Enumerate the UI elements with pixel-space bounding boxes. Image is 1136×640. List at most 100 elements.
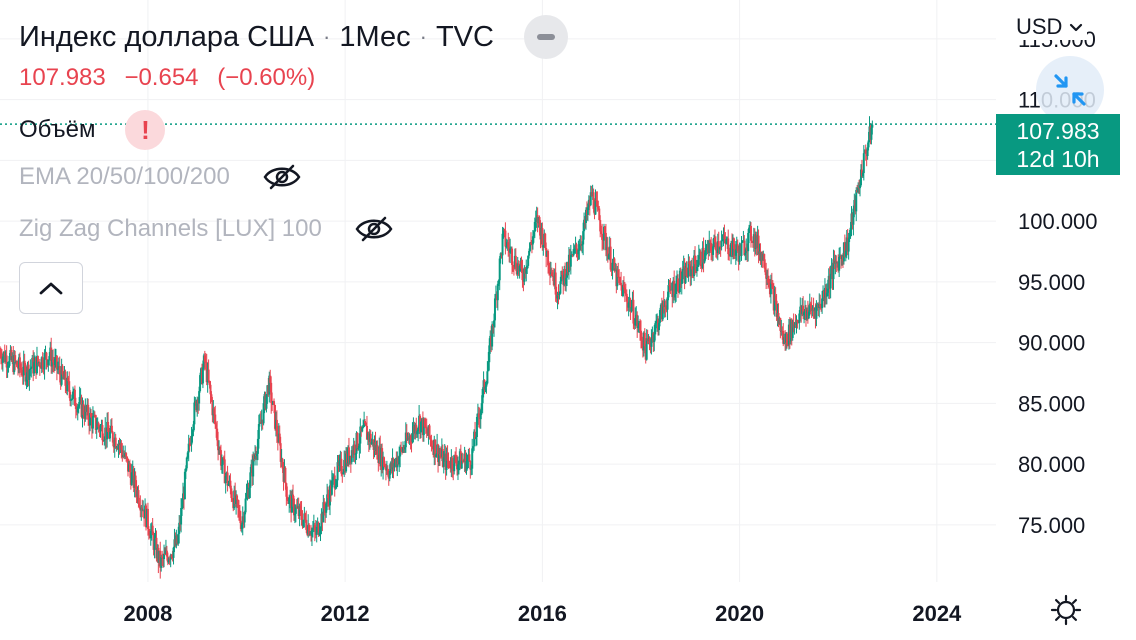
indicator-label: EMA 20/50/100/200 (19, 163, 230, 190)
candle-body (61, 365, 64, 375)
candle-body (163, 553, 166, 555)
warning-icon[interactable]: ! (125, 110, 166, 150)
candle-body (775, 300, 778, 317)
symbol-title[interactable]: Индекс доллара США (19, 20, 315, 53)
candle-body (95, 428, 98, 430)
candle-body (713, 237, 716, 243)
candle-body (714, 242, 717, 251)
candle-body (556, 294, 559, 299)
candle-body (121, 449, 124, 458)
candle-body (680, 279, 683, 285)
candle-body (240, 524, 243, 529)
candle-body (199, 375, 202, 392)
indicator-label: Zig Zag Channels [LUX] 100 (19, 215, 322, 242)
candles (0, 116, 874, 579)
candle-body (832, 259, 835, 280)
candle-body (518, 266, 521, 272)
interval-label[interactable]: 1Мес (339, 20, 411, 53)
eye-off-icon[interactable] (262, 163, 302, 191)
candle-body (857, 187, 860, 193)
candle-body (71, 398, 74, 400)
candle-body (411, 432, 414, 442)
candle-body (448, 460, 451, 467)
candle-body (554, 272, 557, 295)
candle-body (525, 268, 528, 274)
candle-body (693, 255, 696, 277)
candle-body (358, 443, 361, 448)
candle-body (278, 433, 281, 444)
candle-body (180, 508, 183, 525)
candle-body (231, 497, 234, 501)
candle-body (852, 208, 855, 225)
candle-body (252, 455, 255, 477)
candle-body (721, 239, 724, 241)
candle-body (48, 356, 51, 360)
candle-body (859, 169, 862, 186)
candle-body (8, 356, 11, 366)
candle-body (763, 254, 766, 268)
currency-selector[interactable]: USD (1016, 14, 1087, 40)
candle-body (691, 266, 694, 270)
candle-body (643, 332, 646, 347)
candle-body (640, 340, 643, 343)
candle-body (193, 402, 196, 425)
candle-body (749, 225, 752, 241)
indicator-zigzag[interactable]: Zig Zag Channels [LUX] 100 (19, 215, 394, 243)
candle-body (764, 267, 767, 273)
candle-body (153, 539, 156, 550)
candle-body (632, 299, 635, 324)
candle-body (469, 460, 472, 470)
candle-body (334, 485, 337, 489)
candle-body (268, 375, 271, 395)
candle-body (33, 361, 36, 374)
candle-body (867, 140, 870, 148)
candle-body (20, 369, 23, 376)
candle-body (29, 368, 32, 370)
candle-body (681, 268, 684, 280)
candle-body (637, 326, 640, 328)
candle-body (0, 352, 2, 359)
candle-body (313, 525, 316, 531)
legend-toggle-button[interactable] (19, 262, 83, 314)
candle-body (302, 519, 305, 527)
legend-collapse-button[interactable] (523, 15, 568, 59)
candle-body (399, 446, 402, 457)
candle-body (43, 352, 46, 370)
candle-body (99, 426, 102, 432)
candle-body (269, 375, 272, 383)
time-tick-label: 2024 (912, 601, 962, 626)
symbol-legend[interactable]: Индекс доллара США · 1Мес · TVC (19, 15, 568, 59)
gear-icon[interactable] (1050, 594, 1082, 626)
candle-body (572, 249, 575, 256)
candle-body (428, 425, 431, 438)
price-change: −0.654 (124, 64, 199, 91)
candle-body (521, 268, 524, 281)
candle-body (466, 458, 469, 462)
candle-body (677, 291, 680, 293)
candle-body (741, 240, 744, 243)
candle-body (97, 423, 100, 428)
candle-body (650, 339, 653, 347)
candle-body (208, 380, 211, 385)
indicator-ema[interactable]: EMA 20/50/100/200 (19, 163, 302, 191)
eye-off-icon[interactable] (354, 215, 394, 243)
candle-body (417, 427, 420, 432)
collapse-arrows-icon (1054, 74, 1086, 106)
exit-fullscreen-button[interactable] (1036, 56, 1104, 124)
candle-body (847, 238, 850, 252)
candle-body (445, 453, 448, 470)
candle-body (286, 496, 289, 500)
candle-body (47, 359, 50, 366)
candle-body (404, 432, 407, 448)
candle-body (16, 361, 19, 367)
indicator-volume[interactable]: Объём ! (19, 110, 166, 150)
time-axis[interactable]: 2008 2012 2016 2020 2024 (123, 601, 962, 626)
last-price-text: 107.983 (1016, 118, 1100, 144)
candle-body (365, 423, 368, 426)
candle-body (472, 446, 475, 449)
candle-body (14, 355, 17, 363)
candle-body (597, 206, 600, 209)
candle-body (185, 457, 188, 469)
candle-body (460, 460, 463, 469)
